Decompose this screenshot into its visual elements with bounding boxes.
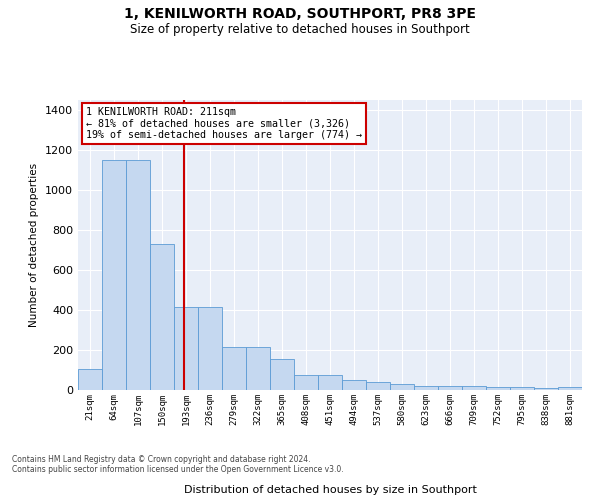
Bar: [198, 307, 222, 390]
Bar: [510, 387, 534, 390]
Bar: [174, 307, 198, 390]
Bar: [414, 386, 438, 390]
Bar: [438, 386, 462, 390]
Bar: [390, 384, 414, 390]
Text: Contains HM Land Registry data © Crown copyright and database right 2024.: Contains HM Land Registry data © Crown c…: [12, 455, 311, 464]
Bar: [246, 347, 270, 390]
Bar: [78, 369, 102, 390]
Bar: [342, 380, 366, 390]
Text: Distribution of detached houses by size in Southport: Distribution of detached houses by size …: [184, 485, 476, 495]
Bar: [294, 375, 318, 390]
Text: Contains public sector information licensed under the Open Government Licence v3: Contains public sector information licen…: [12, 464, 344, 473]
Text: 1, KENILWORTH ROAD, SOUTHPORT, PR8 3PE: 1, KENILWORTH ROAD, SOUTHPORT, PR8 3PE: [124, 8, 476, 22]
Bar: [534, 388, 558, 390]
Bar: [150, 244, 174, 390]
Bar: [270, 359, 294, 390]
Text: Size of property relative to detached houses in Southport: Size of property relative to detached ho…: [130, 22, 470, 36]
Bar: [126, 160, 150, 390]
Y-axis label: Number of detached properties: Number of detached properties: [29, 163, 40, 327]
Bar: [462, 386, 486, 390]
Bar: [558, 388, 582, 390]
Text: 1 KENILWORTH ROAD: 211sqm
← 81% of detached houses are smaller (3,326)
19% of se: 1 KENILWORTH ROAD: 211sqm ← 81% of detac…: [86, 108, 362, 140]
Bar: [102, 160, 126, 390]
Bar: [486, 387, 510, 390]
Bar: [222, 347, 246, 390]
Bar: [366, 382, 390, 390]
Bar: [318, 375, 342, 390]
